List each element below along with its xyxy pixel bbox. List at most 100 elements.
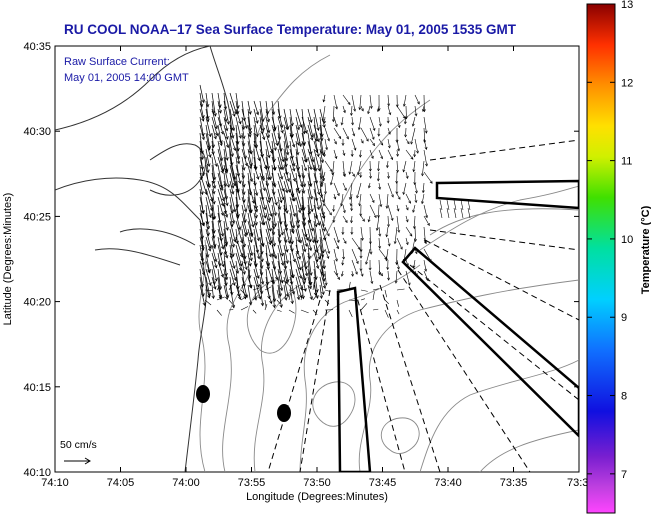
current-vector (259, 260, 263, 276)
current-vector (247, 156, 252, 169)
current-vector (229, 180, 234, 195)
transect-boxes (336, 179, 579, 472)
current-vector (217, 132, 223, 146)
current-vector-head (360, 237, 364, 241)
current-vector-head (249, 252, 254, 257)
current-vector (241, 212, 248, 235)
current-vector-head (224, 127, 229, 132)
current-vector-head (201, 118, 205, 122)
current-vector (288, 293, 291, 301)
current-vector (295, 244, 301, 260)
current-vector-head (295, 250, 300, 255)
current-vector-head (413, 154, 417, 158)
current-vector-head (362, 218, 365, 222)
current-vector (396, 160, 398, 173)
current-vector (223, 228, 227, 247)
current-vector (423, 127, 426, 143)
current-vector (235, 284, 241, 300)
current-vector-head (279, 199, 283, 204)
current-vector (313, 268, 318, 293)
current-vector (319, 196, 325, 216)
current-vector (378, 248, 387, 260)
current-vector (228, 299, 233, 304)
current-vector-head (359, 213, 363, 217)
current-vector (319, 252, 325, 277)
current-vector-head (343, 240, 347, 244)
current-vector (205, 252, 210, 272)
current-vector (324, 299, 330, 305)
current-vector (301, 196, 305, 221)
current-vector-head (243, 295, 247, 300)
current-vector (235, 132, 239, 151)
current-vector-head (239, 263, 243, 267)
current-vector-head (355, 260, 359, 265)
current-vector (319, 212, 326, 232)
current-vector-head (341, 142, 345, 146)
current-vector (259, 228, 264, 247)
current-vector (247, 204, 254, 228)
current-vector (365, 248, 371, 265)
current-vector (313, 140, 318, 153)
current-vector (342, 215, 348, 223)
current-vector (199, 132, 203, 154)
current-vector-head (424, 130, 428, 134)
current-vector (387, 127, 391, 135)
current-vector-head (341, 262, 345, 266)
current-vector-head (394, 280, 398, 284)
current-vector (324, 237, 330, 254)
current-vector-head (212, 216, 217, 220)
current-vector (319, 284, 322, 299)
current-vector-head (369, 105, 373, 109)
current-vector-head (353, 108, 357, 112)
current-vector (360, 105, 364, 112)
current-vector (360, 127, 369, 142)
scale-label: 50 cm/s (60, 439, 97, 451)
current-vector (211, 116, 218, 136)
current-vector (423, 149, 428, 167)
current-vector-head (205, 254, 210, 258)
current-vector (217, 236, 222, 255)
current-vector-head (315, 295, 319, 299)
current-vector (217, 268, 221, 290)
current-vector (271, 164, 275, 186)
current-vector (387, 149, 393, 160)
current-vector-head (297, 209, 302, 214)
current-vector-head (316, 127, 320, 131)
current-vector (211, 124, 217, 139)
current-vector-head (261, 127, 265, 132)
current-vector (405, 215, 409, 223)
current-vector (211, 284, 214, 299)
current-vector (351, 259, 358, 275)
current-vector-head (405, 175, 409, 179)
current-vector (205, 92, 209, 107)
current-vector (223, 108, 227, 122)
current-vector (253, 220, 260, 241)
current-vector (211, 108, 218, 129)
current-vector-head (273, 147, 277, 152)
current-vector (223, 284, 228, 300)
current-vector (387, 138, 391, 148)
current-vector (253, 180, 258, 196)
current-vector-head (316, 138, 320, 143)
current-vector-head (280, 279, 284, 284)
current-vector (372, 308, 379, 311)
current-vector (211, 148, 218, 167)
current-vector-head (233, 238, 237, 243)
current-vector (342, 237, 347, 244)
current-vector (333, 237, 339, 249)
current-vector (283, 212, 288, 231)
current-vector (313, 108, 319, 131)
current-vector (217, 172, 223, 191)
current-vector-head (321, 177, 326, 182)
current-vector-head (421, 173, 425, 177)
current-vector-head (260, 302, 265, 307)
y-tick-label: 40:20 (23, 297, 51, 309)
current-vector (307, 220, 315, 243)
current-vector (307, 252, 312, 276)
current-vector (247, 252, 251, 267)
current-vector (378, 193, 382, 207)
current-vector (313, 172, 320, 195)
current-vector-head (243, 261, 247, 265)
current-vector-head (262, 136, 266, 141)
current-vector (283, 132, 289, 155)
